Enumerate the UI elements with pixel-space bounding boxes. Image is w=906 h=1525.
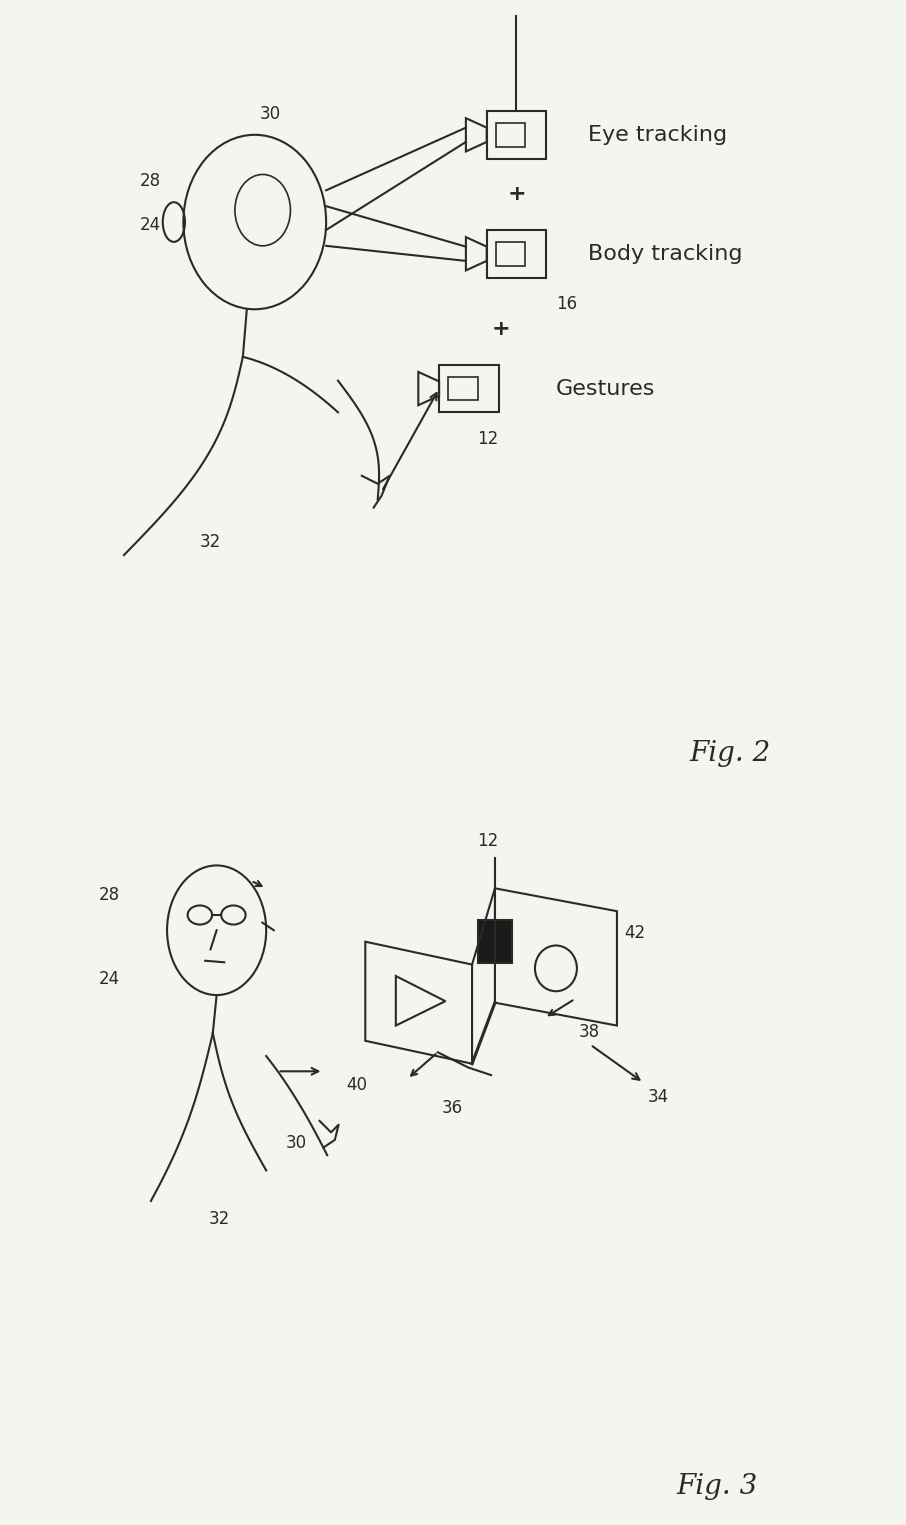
Text: 28: 28: [140, 172, 161, 191]
Text: +: +: [507, 185, 525, 204]
Text: 32: 32: [209, 1209, 230, 1228]
Bar: [496, 242, 525, 265]
Text: 28: 28: [99, 886, 120, 904]
Text: 40: 40: [346, 1077, 367, 1095]
Bar: [487, 111, 546, 159]
Text: 36: 36: [441, 1100, 463, 1118]
Text: +: +: [491, 319, 510, 339]
Text: 16: 16: [506, 0, 527, 5]
Bar: [487, 230, 546, 278]
Text: Eye tracking: Eye tracking: [588, 125, 727, 145]
Text: Body tracking: Body tracking: [588, 244, 742, 264]
Text: 12: 12: [477, 833, 498, 851]
Bar: [439, 364, 498, 412]
Text: 34: 34: [648, 1087, 669, 1106]
Text: Fig. 3: Fig. 3: [677, 1473, 758, 1501]
Text: 38: 38: [579, 1023, 600, 1042]
Text: 32: 32: [199, 534, 220, 551]
Bar: [448, 377, 477, 401]
Text: 24: 24: [99, 970, 120, 988]
Text: 30: 30: [260, 105, 281, 124]
Bar: [496, 124, 525, 146]
Text: 30: 30: [285, 1133, 306, 1151]
Text: 12: 12: [477, 430, 498, 448]
Text: 42: 42: [624, 924, 646, 942]
Text: 16: 16: [556, 296, 577, 313]
Text: Gestures: Gestures: [556, 378, 655, 398]
Bar: [478, 921, 512, 964]
Text: Fig. 2: Fig. 2: [689, 740, 770, 767]
Text: 24: 24: [140, 217, 161, 233]
